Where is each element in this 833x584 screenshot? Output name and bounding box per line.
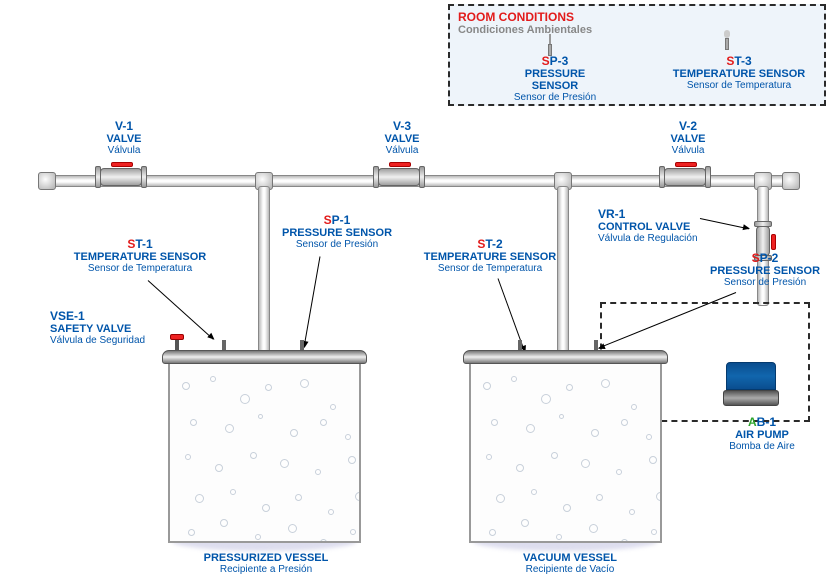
- sp1-label: SP-1 PRESSURE SENSOR Sensor de Presión: [272, 214, 402, 250]
- vessel2-label: VACUUM VESSEL Recipiente de Vacío: [500, 552, 640, 575]
- pipe-end-left: [38, 172, 56, 190]
- v1-label: V-1 VALVE Válvula: [94, 120, 154, 156]
- v2-label: V-2 VALVE Válvula: [658, 120, 718, 156]
- sp1-lead: [304, 256, 321, 347]
- st1-label: ST-1 TEMPERATURE SENSOR Sensor de Temper…: [60, 238, 220, 274]
- sp3-icon: [548, 34, 552, 56]
- sp3-label: SP-3 PRESSURE SENSOR Sensor de Presión: [500, 55, 610, 103]
- v3-label: V-3 VALVE Válvula: [372, 120, 432, 156]
- valve-v1: [100, 168, 142, 186]
- valve-v2: [664, 168, 706, 186]
- ab1-label: AB-1 AIR PUMP Bomba de Aire: [712, 416, 812, 452]
- vacuum-vessel: [463, 350, 668, 543]
- room-subtitle: Condiciones Ambientales: [458, 24, 816, 36]
- vessel1-label: PRESSURIZED VESSEL Recipiente a Presión: [186, 552, 346, 575]
- pipe-end-right: [782, 172, 800, 190]
- sp2-label: SP-2 PRESSURE SENSOR Sensor de Presión: [700, 252, 830, 288]
- st2-label: ST-2 TEMPERATURE SENSOR Sensor de Temper…: [410, 238, 570, 274]
- valve-v3: [378, 168, 420, 186]
- vse1-label: VSE-1 SAFETY VALVE Válvula de Seguridad: [50, 310, 190, 346]
- room-title: ROOM CONDITIONS: [458, 10, 816, 24]
- st3-icon: [724, 30, 730, 50]
- st3-label: ST-3 TEMPERATURE SENSOR Sensor de Temper…: [664, 55, 814, 91]
- drop-pipe-1: [258, 186, 270, 354]
- air-pump: [726, 362, 779, 406]
- pressurized-vessel: [162, 350, 367, 543]
